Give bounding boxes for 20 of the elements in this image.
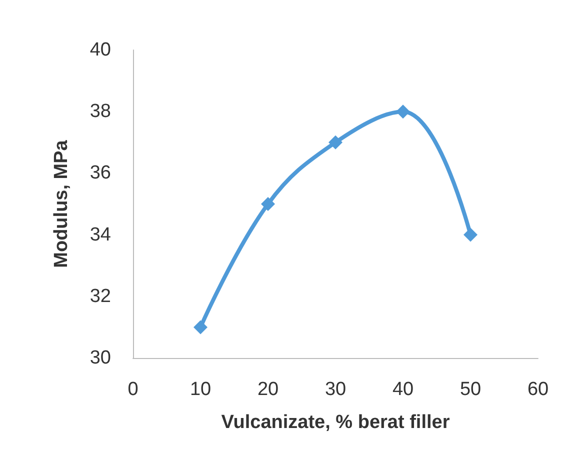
x-tick-label: 30 [324,379,346,400]
x-tick-label: 40 [392,379,414,400]
y-tick-label: 34 [90,224,112,246]
x-tick-label: 60 [527,379,549,400]
x-tick-label: 50 [460,379,482,400]
x-tick-label: 20 [257,379,279,400]
point [464,228,478,242]
y-axis-title: Modulus, MPa [51,140,72,268]
x-tick-label: 10 [190,379,212,400]
point [328,135,342,150]
x-axis-title: Vulcanizate, % berat filler [221,412,450,433]
y-tick-label: 40 [90,40,111,60]
y-tick-label: 32 [90,286,111,307]
point [261,197,275,211]
y-tick-label: 38 [90,101,111,122]
point [194,320,208,334]
y-tick-label: 30 [90,348,111,368]
point [396,104,410,119]
y-tick-label: 36 [90,162,111,184]
x-tick-label: 0 [128,379,138,400]
